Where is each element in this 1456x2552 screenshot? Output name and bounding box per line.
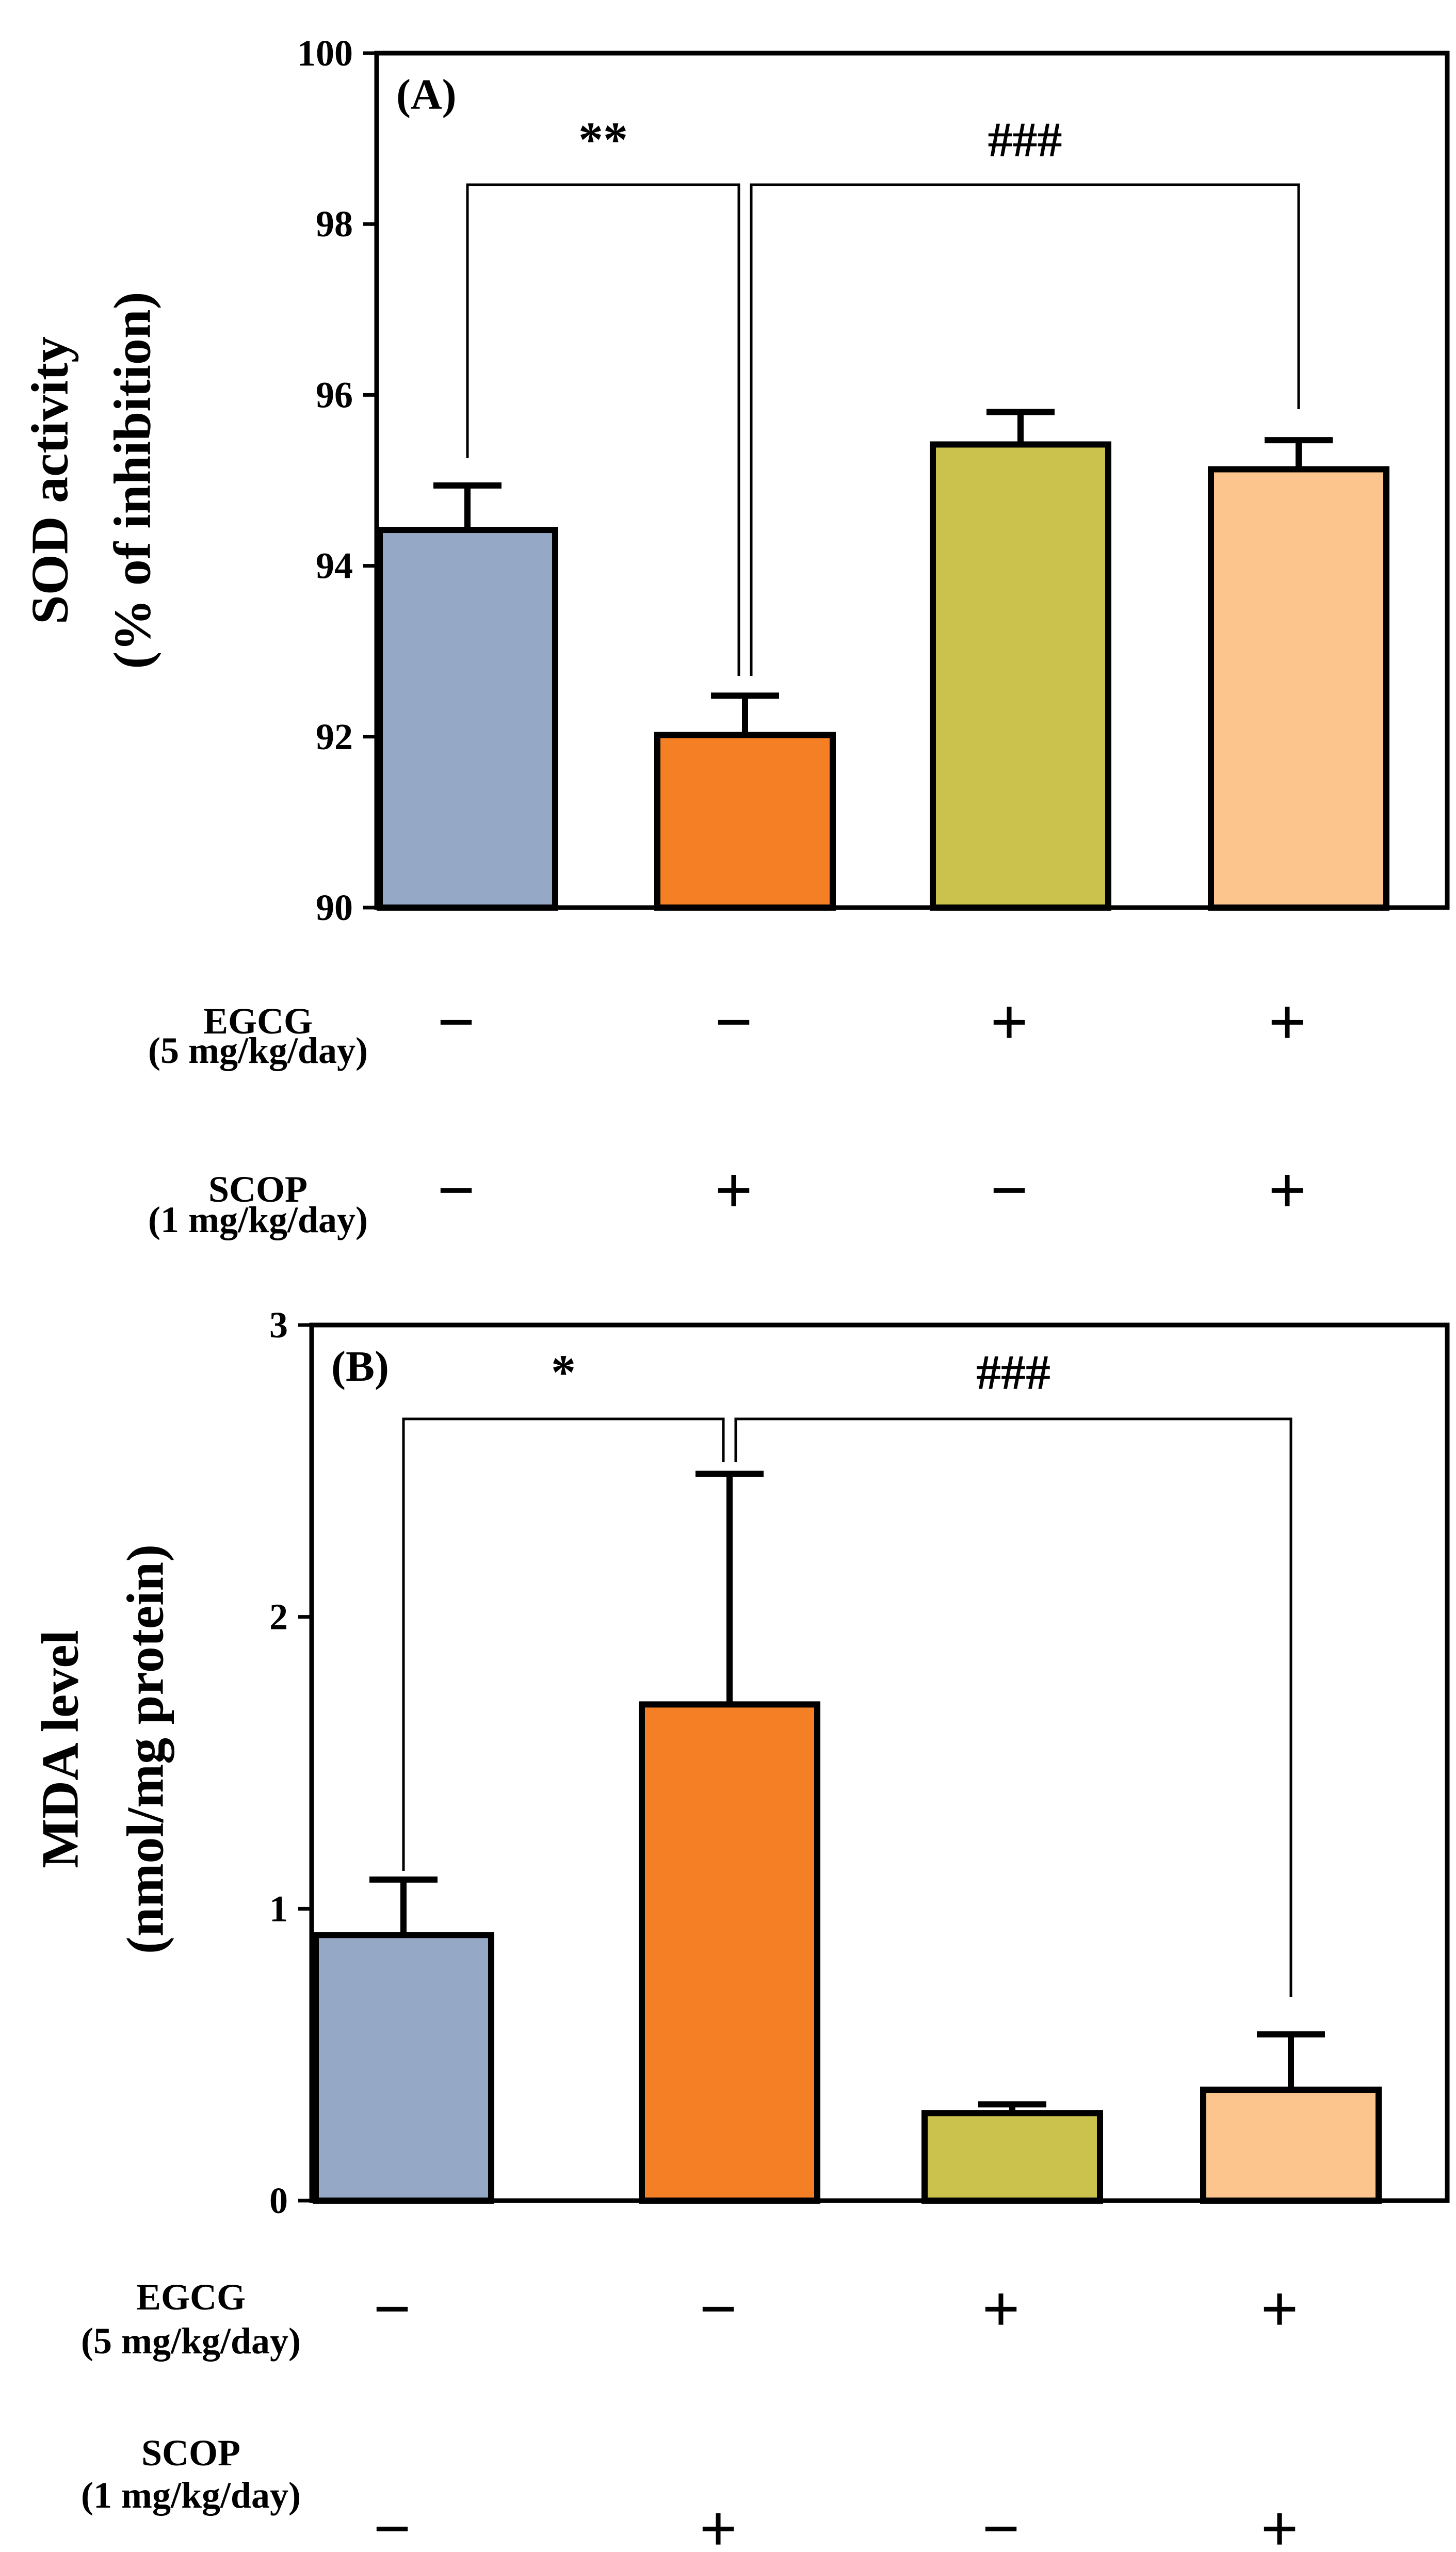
- significance-bracket: [466, 183, 740, 676]
- significance-label: **: [578, 112, 628, 167]
- y-tick-label: 92: [316, 716, 353, 757]
- condition-sign: +: [699, 2492, 737, 2552]
- y-tick-label: 0: [269, 2180, 288, 2221]
- condition-sign: −: [437, 1154, 475, 1228]
- condition-sign: +: [1268, 1154, 1306, 1228]
- bar: [930, 441, 1111, 911]
- plot-frame: [374, 51, 1450, 910]
- condition-sign: +: [990, 986, 1028, 1060]
- condition-label: (1 mg/kg/day): [81, 2475, 301, 2516]
- condition-label: EGCG: [203, 1000, 313, 1042]
- bar: [654, 732, 836, 911]
- panel-label: (B): [331, 1343, 389, 1391]
- condition-sign: −: [715, 986, 753, 1060]
- condition-sign: −: [373, 2272, 411, 2347]
- bar: [921, 2110, 1103, 2204]
- condition-sign: −: [373, 2492, 411, 2552]
- significance-label: ###: [976, 1345, 1050, 1400]
- condition-label: (5 mg/kg/day): [148, 1030, 368, 1071]
- panel-b: 0 1 2 3 MDA level (nmol/mg protein) (B) * ### EGC…: [31, 1304, 1450, 2552]
- significance-label: *: [551, 1345, 576, 1400]
- panel-a: 90 92 94 96 98 100 SOD activity (% of inhibitio…: [21, 33, 1450, 1240]
- condition-sign: +: [715, 1154, 753, 1228]
- bar: [1200, 2087, 1382, 2204]
- y-tick-label: 3: [269, 1304, 288, 1346]
- y-tick-label: 1: [269, 1888, 288, 1929]
- condition-label: SCOP: [208, 1169, 308, 1210]
- condition-sign: +: [1260, 2272, 1299, 2347]
- y-tick-label: 96: [316, 374, 353, 415]
- condition-sign: −: [437, 986, 475, 1060]
- y-axis-label: (% of inhibition): [104, 292, 162, 669]
- bar: [639, 1701, 820, 2204]
- y-axis-label: MDA level: [31, 1630, 90, 1868]
- condition-sign: −: [982, 2492, 1020, 2552]
- y-axis-label: (nmol/mg protein): [117, 1544, 175, 1954]
- condition-sign: +: [1268, 986, 1306, 1060]
- condition-label: SCOP: [141, 2432, 240, 2474]
- significance-bracket: [750, 183, 1300, 676]
- bar: [313, 1932, 494, 2204]
- y-tick-label: 2: [269, 1596, 288, 1638]
- bar: [377, 527, 558, 911]
- significance-label: ###: [988, 112, 1062, 167]
- condition-sign: +: [982, 2272, 1020, 2347]
- panel-label: (A): [396, 71, 457, 119]
- plot-frame: [309, 1322, 1450, 2203]
- condition-sign: −: [699, 2272, 737, 2347]
- condition-label: (5 mg/kg/day): [81, 2320, 301, 2362]
- bar: [1208, 466, 1389, 911]
- y-tick-label: 98: [316, 203, 353, 245]
- condition-label: (1 mg/kg/day): [148, 1199, 368, 1240]
- y-tick-label: 100: [297, 33, 353, 74]
- significance-bracket: [402, 1417, 725, 1871]
- condition-label: EGCG: [136, 2276, 246, 2318]
- condition-sign: −: [990, 1154, 1028, 1228]
- y-tick-label: 90: [316, 887, 353, 928]
- y-axis-label: SOD activity: [21, 336, 79, 624]
- y-tick-label: 94: [316, 545, 353, 587]
- condition-sign: +: [1260, 2492, 1299, 2552]
- significance-bracket: [734, 1417, 1292, 1997]
